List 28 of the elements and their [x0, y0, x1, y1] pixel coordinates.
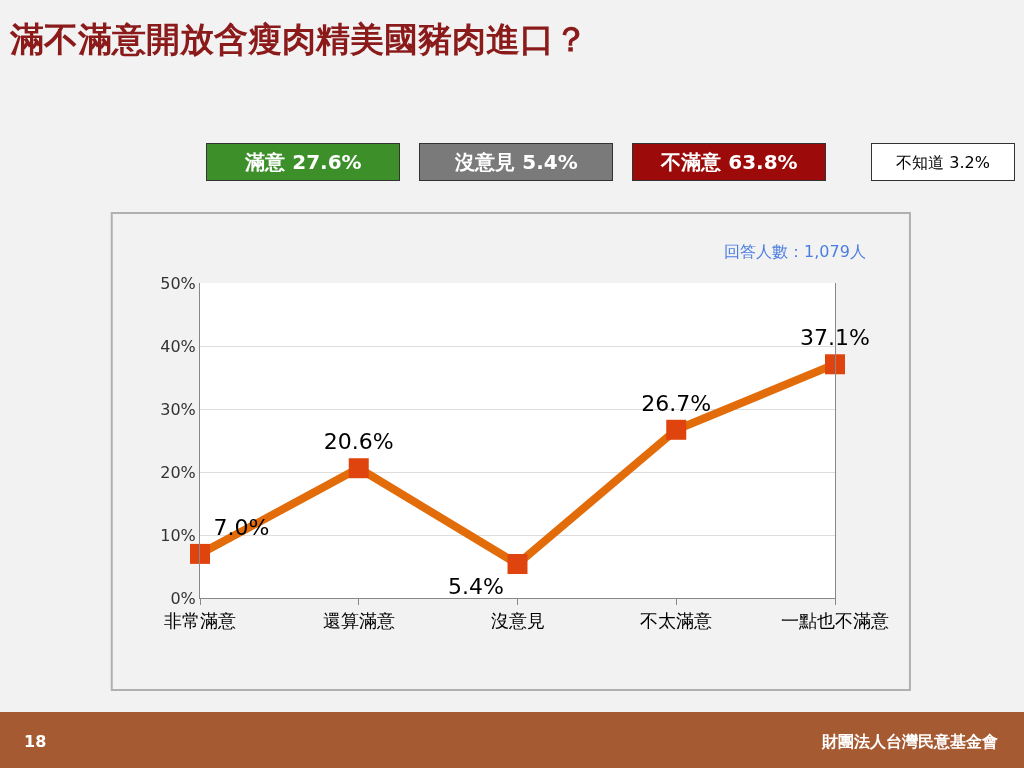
text: 滿意 27.6% [244, 150, 362, 174]
y-tick-label: 40% [160, 336, 196, 356]
text: 不滿意 63.8% [660, 150, 798, 174]
text: 沒意見 5.4% [454, 150, 578, 174]
y-tick-label: 0% [170, 588, 196, 608]
x-tick-label: 一點也不滿意 [781, 609, 889, 631]
data-label: 5.4% [448, 573, 504, 599]
x-tick-label: 沒意見 [490, 609, 545, 631]
point [190, 543, 210, 564]
point [666, 419, 687, 440]
x-tick-label: 非常滿意 [164, 609, 236, 631]
text: 18 [24, 732, 47, 751]
y-tick-label: 50% [160, 273, 196, 293]
y-tick-label: 10% [160, 525, 196, 545]
data-label: 37.1% [800, 325, 870, 351]
y-tick-label: 30% [160, 399, 196, 419]
point [825, 354, 845, 375]
point [507, 553, 528, 574]
x-tick-label: 不太滿意 [640, 609, 713, 631]
text: 不知道 3.2% [896, 152, 990, 172]
y-tick-label: 20% [160, 462, 196, 482]
data-label: 20.6% [323, 429, 394, 455]
text: 財團法人台灣民意基金會 [821, 732, 998, 751]
chart-title: 滿不滿意開放含瘦肉精美國豬肉進口？ [9, 18, 589, 59]
data-label: 26.7% [641, 390, 712, 416]
point [348, 458, 369, 479]
text: 回答人數：1,079人 [724, 242, 866, 261]
x-tick-label: 還算滿意 [322, 609, 395, 631]
